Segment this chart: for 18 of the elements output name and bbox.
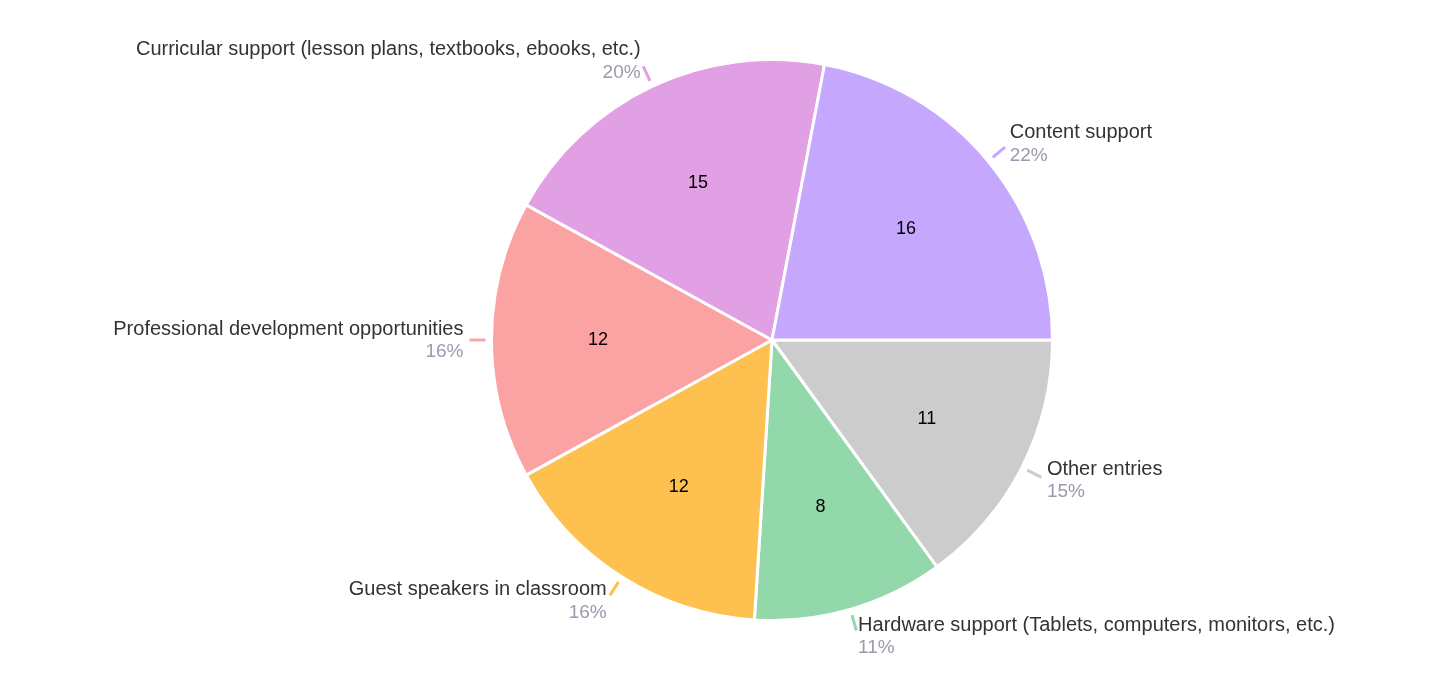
- text: 12: [588, 328, 609, 349]
- slice-label: Curricular support (lesson plans, textbooks, ebooks, etc.): [135, 37, 641, 60]
- slice-label: Other entries: [1046, 456, 1163, 479]
- slice-label: Guest speakers in classroom: [348, 576, 607, 599]
- text: 16: [895, 218, 917, 239]
- text: 15: [687, 171, 708, 192]
- data-label: 16%: [568, 600, 607, 622]
- data-label: 11%: [858, 636, 895, 658]
- data-label: 16%: [425, 340, 464, 362]
- text: 12: [668, 475, 689, 496]
- data-label: 22%: [1009, 143, 1048, 165]
- data-label: 15%: [1046, 480, 1086, 502]
- text: 11: [917, 407, 937, 428]
- slice-label: Content support: [1009, 119, 1153, 142]
- text: 8: [815, 495, 826, 516]
- data-label: 20%: [602, 61, 641, 83]
- slice-label: Hardware support (Tablets, computers, monitors, etc.): [858, 612, 1335, 635]
- slice-label: Professional development opportunities: [113, 316, 464, 339]
